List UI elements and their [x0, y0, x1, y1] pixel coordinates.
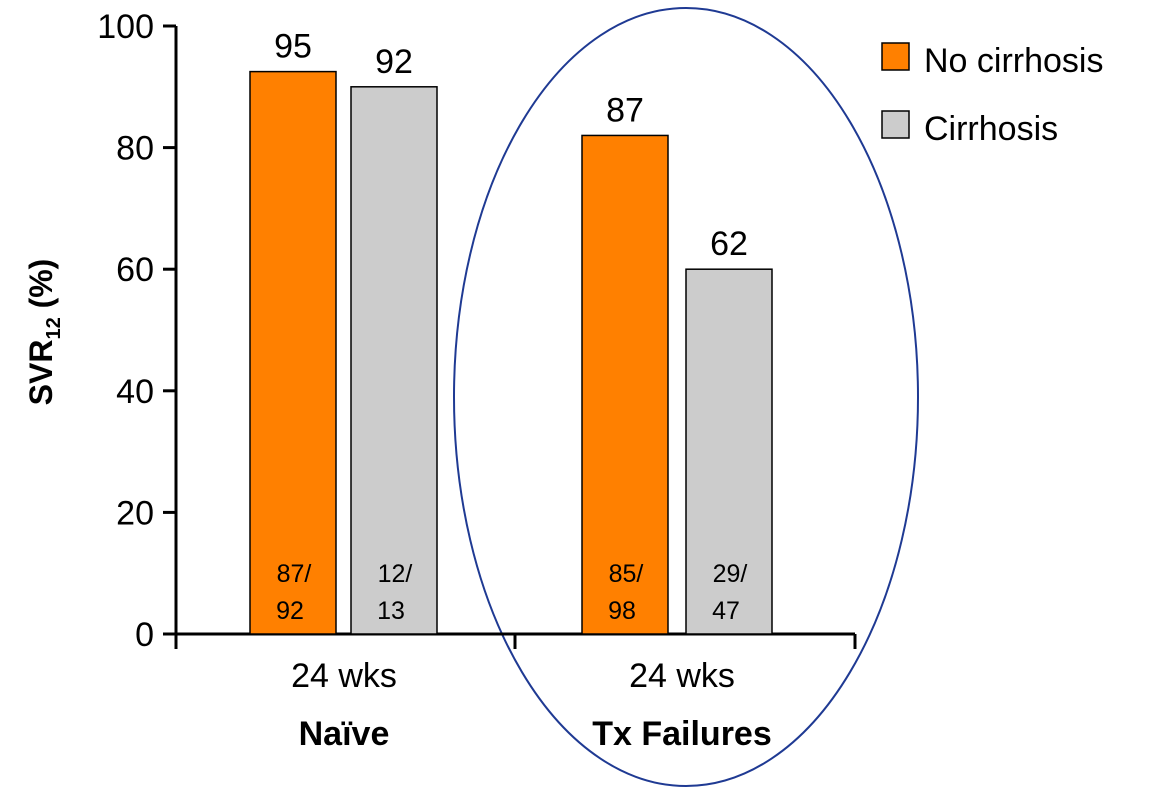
bar-no-cirrhosis [581, 134, 669, 635]
y-tick-label: 0 [135, 616, 154, 654]
legend-label: Cirrhosis [924, 110, 1058, 148]
y-axis-title-main: SVR [23, 340, 59, 406]
bar-value-label: 87 [606, 91, 644, 129]
y-tick-label: 80 [116, 130, 154, 168]
labels: 95 87/92 87 85/98 92 12/13 62 29/47 24 wks Naïve 2… [274, 28, 772, 753]
legend-swatch [881, 110, 910, 139]
group-sublabel: 24 wks [291, 657, 397, 695]
y-axis-title: SVR12 (%) [23, 259, 65, 406]
bar-count-numerator: 12/ [378, 560, 413, 588]
bar-count-numerator: 87/ [277, 560, 312, 588]
axes: 0 20 40 60 80 100 [97, 7, 919, 787]
y-tick-label: 40 [116, 373, 154, 411]
group-label: Tx Failures [592, 715, 772, 753]
bar-cirrhosis [350, 86, 438, 635]
bar-count-numerator: 85/ [609, 560, 644, 588]
legend-label: No cirrhosis [924, 42, 1103, 80]
bar-value-label: 95 [274, 28, 312, 66]
bar-cirrhosis [685, 268, 773, 635]
bar-count-denominator: 98 [608, 597, 636, 625]
y-axis-title-subscript: 12 [43, 317, 65, 339]
group-label: Naïve [299, 715, 390, 753]
bar-no-cirrhosis [249, 70, 337, 635]
y-tick-label: 100 [97, 8, 154, 46]
y-tick-label: 60 [116, 251, 154, 289]
bar-value-label: 92 [375, 43, 413, 81]
legend-swatch [881, 42, 910, 71]
bar-count-denominator: 47 [712, 597, 740, 625]
bar-count-numerator: 29/ [713, 560, 748, 588]
group-sublabel: 24 wks [629, 657, 735, 695]
bars [249, 70, 773, 635]
y-axis-title-unit: (%) [23, 259, 59, 318]
bar-count-denominator: 92 [276, 597, 304, 625]
bar-value-label: 62 [710, 225, 748, 263]
legend: No cirrhosis Cirrhosis [881, 42, 1103, 148]
y-tick-label: 20 [116, 494, 154, 532]
bar-count-denominator: 13 [377, 597, 405, 625]
highlight-ellipse [453, 7, 919, 787]
